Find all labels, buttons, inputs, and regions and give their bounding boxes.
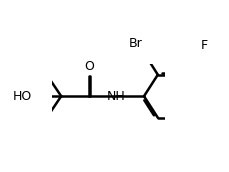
Text: Br: Br: [128, 37, 142, 50]
Text: HO: HO: [13, 90, 32, 103]
Text: O: O: [84, 60, 93, 73]
Text: F: F: [200, 39, 207, 52]
Text: NH: NH: [106, 90, 125, 103]
